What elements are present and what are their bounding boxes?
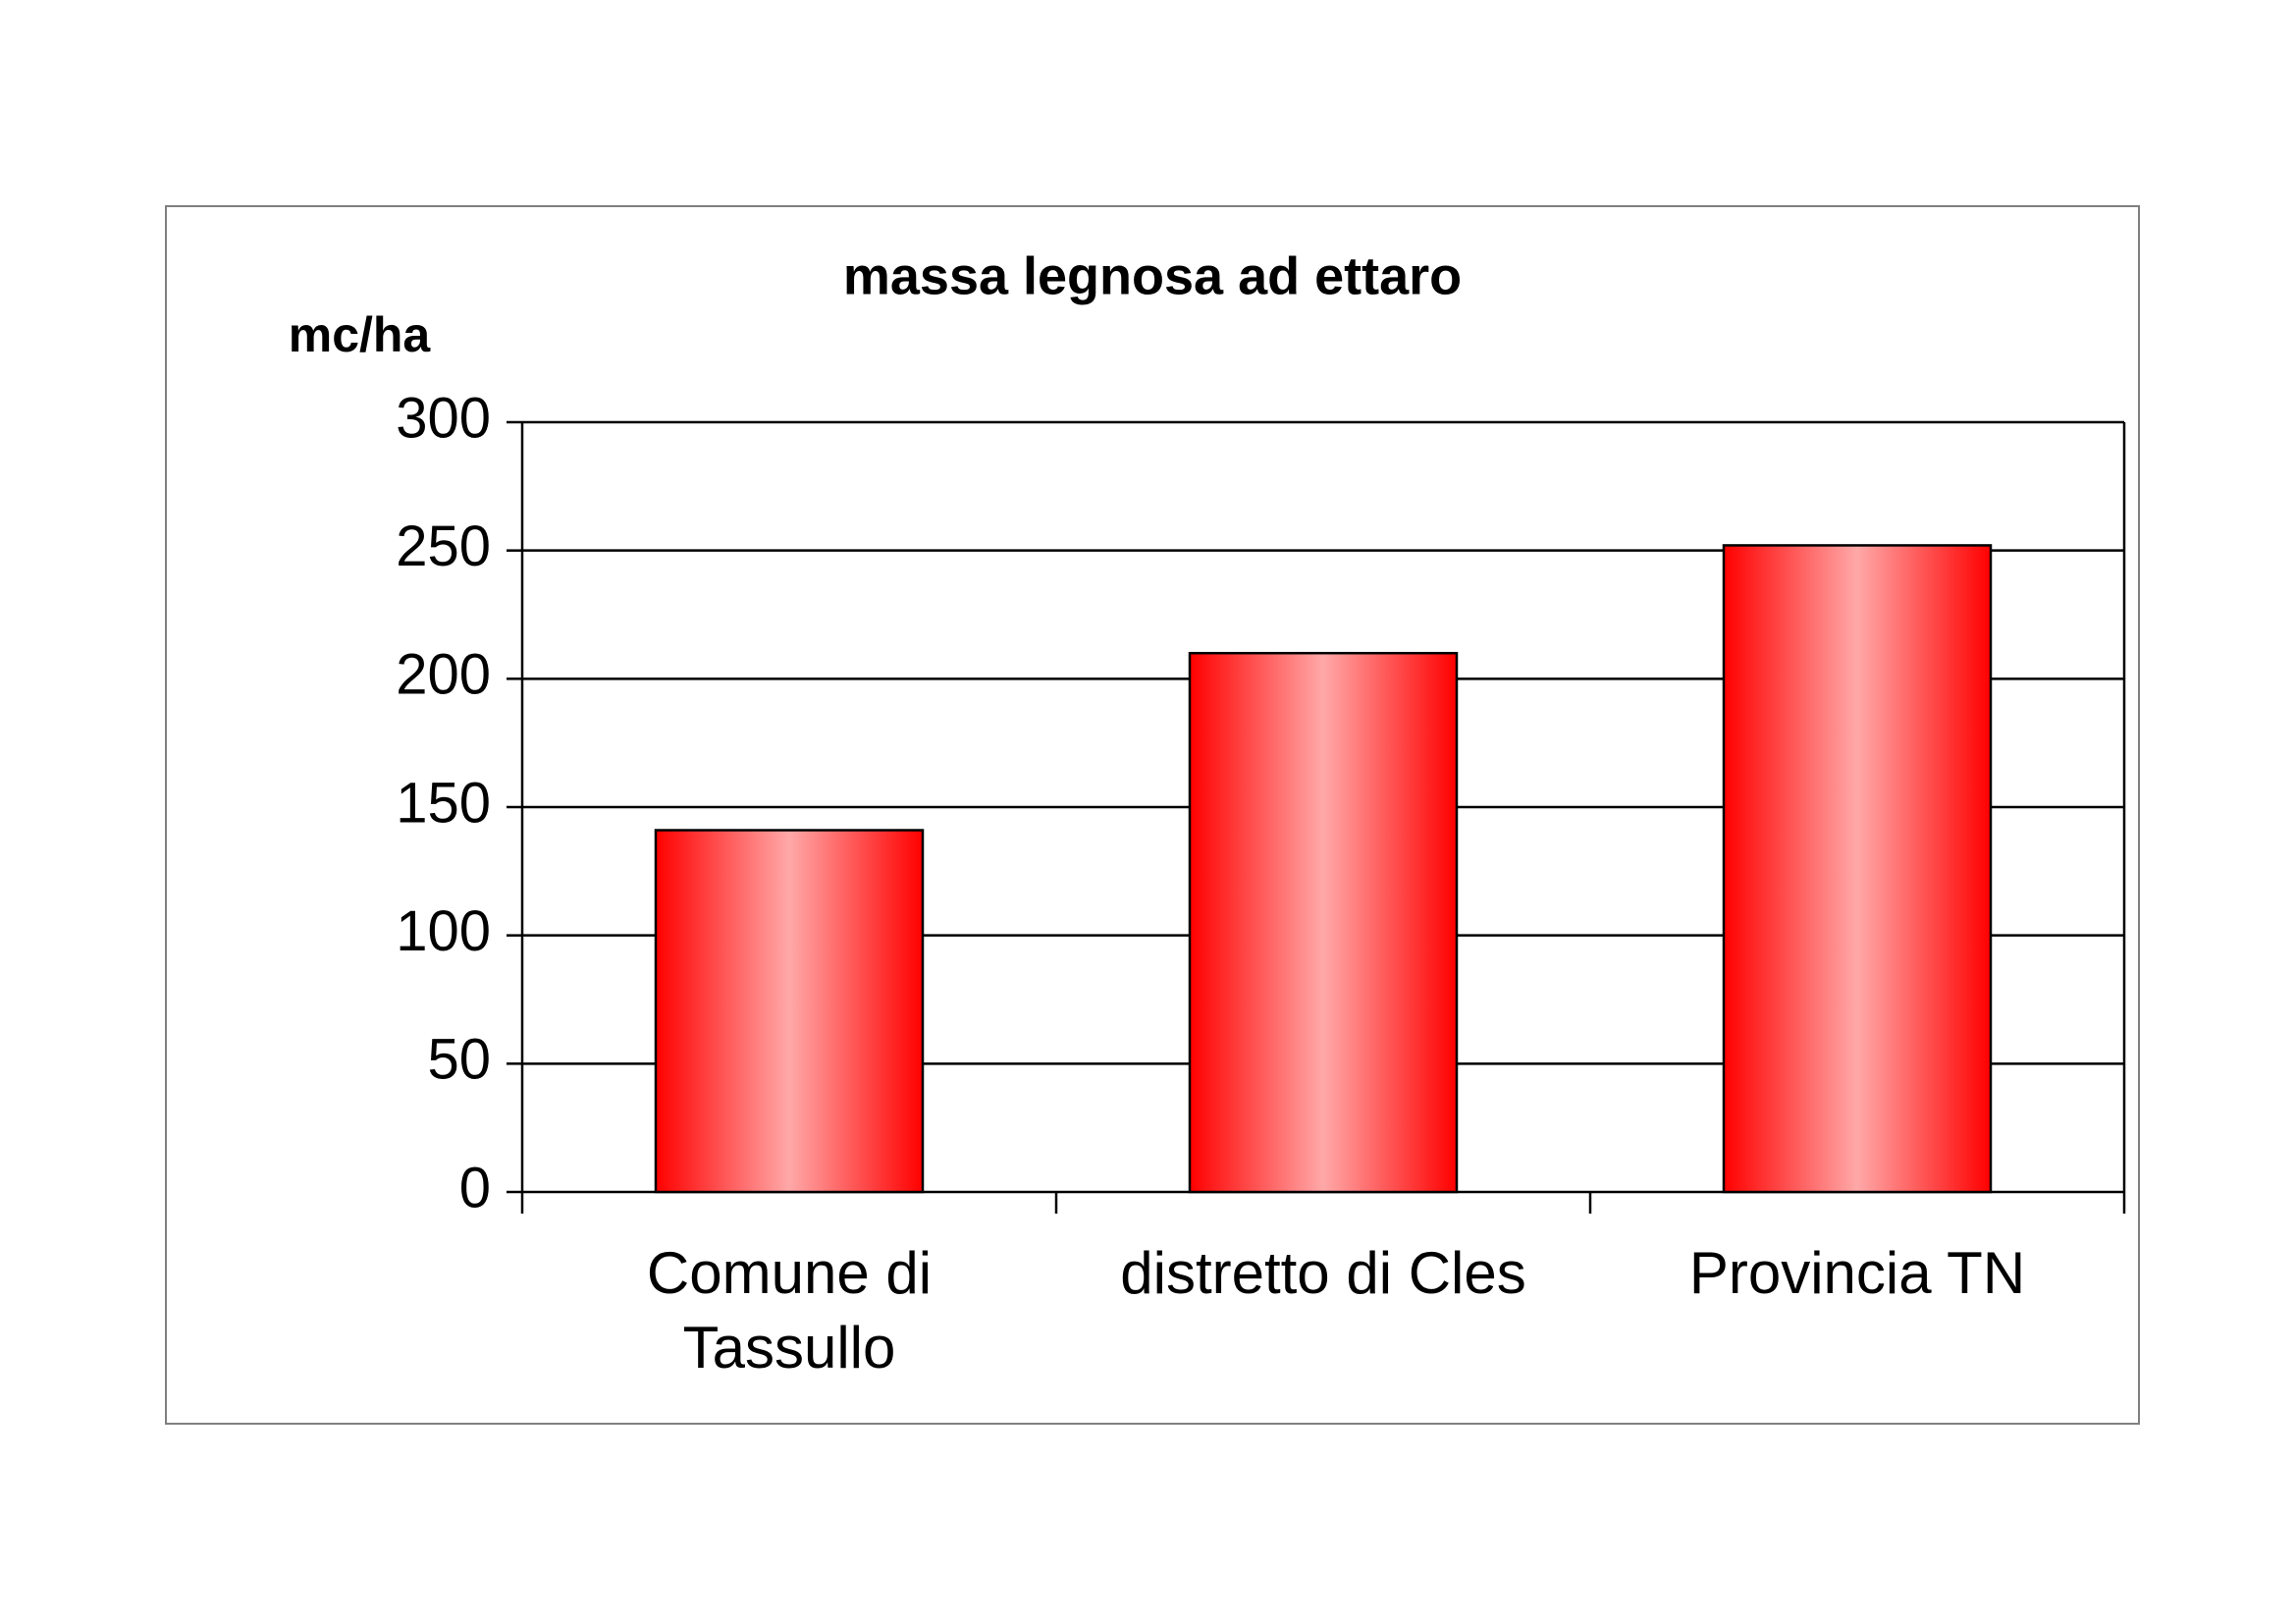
bar <box>1188 651 1459 1194</box>
x-tick-label: Provincia TN <box>1688 1240 2026 1306</box>
x-tick-label: distretto di Cles <box>1120 1240 1526 1306</box>
y-tick-label: 100 <box>396 899 491 963</box>
bar <box>654 829 925 1194</box>
y-tick-label: 150 <box>396 771 491 835</box>
y-tick-label: 300 <box>396 386 491 450</box>
chart-title: massa legnosa ad ettaro <box>843 246 1462 305</box>
bar <box>1722 544 1993 1194</box>
y-axis-label: mc/ha <box>289 307 432 362</box>
y-tick-label: 200 <box>396 643 491 707</box>
y-tick-label: 50 <box>427 1028 491 1092</box>
y-tick-label: 0 <box>459 1156 491 1219</box>
x-tick-label: Comune di Tassullo <box>646 1240 933 1380</box>
y-tick-label: 250 <box>396 514 491 578</box>
